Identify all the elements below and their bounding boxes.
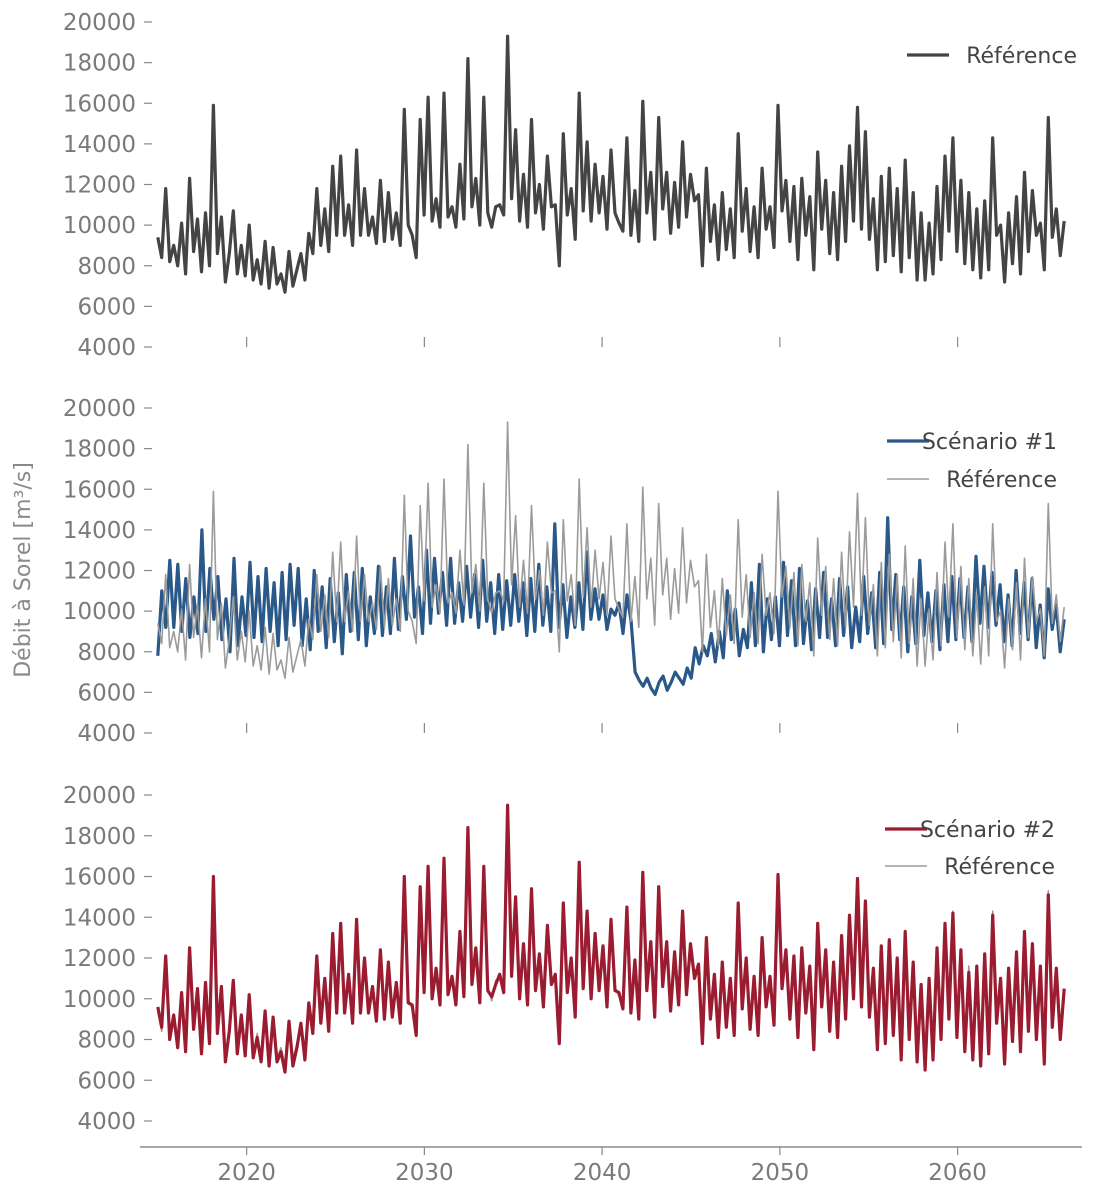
legend-label: Référence: [966, 44, 1077, 69]
y-tick-label: 16000: [63, 477, 136, 503]
y-tick-label: 10000: [63, 599, 136, 625]
legend-label: Scénario #2: [920, 818, 1055, 843]
y-tick-label: 6000: [77, 1068, 136, 1094]
y-tick-label: 14000: [63, 132, 136, 158]
y-tick-label: 16000: [63, 865, 136, 891]
y-tick-label: 12000: [63, 559, 136, 585]
y-tick-label: 18000: [63, 824, 136, 850]
x-tick-label: 2030: [395, 1160, 454, 1185]
y-tick-label: 6000: [77, 680, 136, 706]
y-tick-label: 18000: [63, 51, 136, 77]
series-line-sc-nario-1: [156, 516, 1066, 697]
series-line-r-f-rence: [157, 421, 1065, 680]
legend-label: Référence: [944, 855, 1055, 880]
y-tick-label: 12000: [63, 946, 136, 972]
y-tick-label: 16000: [63, 91, 136, 117]
x-tick-label: 2040: [573, 1160, 632, 1185]
series-line-r-f-rence: [156, 34, 1066, 294]
x-tick-label: 2020: [217, 1160, 276, 1185]
legend-label: Référence: [946, 468, 1057, 493]
y-tick-label: 6000: [77, 294, 136, 320]
series-line-sc-nario-2: [156, 803, 1066, 1074]
x-tick-label: 2060: [928, 1160, 987, 1185]
y-tick-label: 8000: [77, 1028, 136, 1054]
y-tick-label: 20000: [63, 396, 136, 422]
y-tick-label: 4000: [77, 1109, 136, 1135]
y-tick-label: 4000: [77, 335, 136, 361]
y-tick-label: 4000: [77, 721, 136, 747]
y-tick-label: 10000: [63, 987, 136, 1013]
y-tick-label: 20000: [63, 10, 136, 36]
y-tick-label: 20000: [63, 783, 136, 809]
x-tick-label: 2050: [751, 1160, 810, 1185]
y-tick-label: 18000: [63, 437, 136, 463]
y-tick-label: 14000: [63, 905, 136, 931]
y-tick-label: 8000: [77, 254, 136, 280]
y-tick-label: 8000: [77, 640, 136, 666]
y-tick-label: 10000: [63, 213, 136, 239]
y-tick-label: 14000: [63, 518, 136, 544]
legend-label: Scénario #1: [922, 430, 1057, 455]
y-tick-label: 12000: [63, 173, 136, 199]
y-axis-label: Débit à Sorel [m³/s]: [11, 462, 36, 678]
